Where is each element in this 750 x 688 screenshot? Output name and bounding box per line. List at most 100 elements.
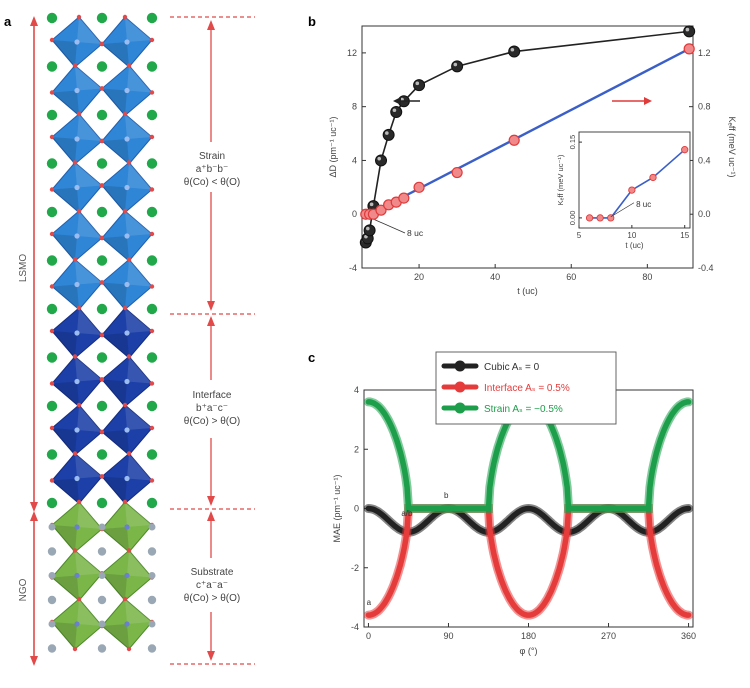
y-tick-label: 2 bbox=[354, 444, 359, 454]
y-axis-label: MAE (pm⁻¹ uc⁻¹) bbox=[332, 474, 342, 542]
region-boundaries bbox=[170, 16, 255, 665]
y-right-axis-label: Kₑff (meV uc⁻¹) bbox=[727, 117, 737, 178]
b-site-atom bbox=[124, 233, 130, 239]
panel-b: b 20 40 60 80 -4 0 4 8 12 -0.4 0.0 0.4 0.8 1.2 t (uc) Δ… bbox=[308, 14, 737, 296]
oxygen-atom bbox=[99, 474, 105, 479]
octahedron-facet bbox=[102, 430, 129, 455]
a-site-atom bbox=[146, 61, 158, 72]
x-axis-label: φ (°) bbox=[520, 646, 538, 656]
octahedron-facet bbox=[52, 284, 79, 310]
octahedron-facet bbox=[102, 333, 129, 358]
octahedron-facet bbox=[52, 90, 79, 116]
panel-a: a LSMO NGO bbox=[4, 12, 255, 666]
octahedron-facet bbox=[125, 502, 152, 527]
oxygen-atom bbox=[126, 548, 132, 553]
inset-y-tick-label: 0.15 bbox=[568, 135, 577, 150]
a-site-atom bbox=[96, 206, 108, 218]
inset-point bbox=[585, 214, 594, 222]
octahedron-facet bbox=[102, 624, 129, 649]
b-site-atom bbox=[74, 281, 80, 288]
oxygen-atom bbox=[149, 231, 155, 237]
oxygen-atom bbox=[149, 381, 155, 386]
oxygen-atom bbox=[149, 284, 155, 289]
b-site-atom bbox=[124, 572, 130, 579]
annotation-ab: a/b bbox=[401, 509, 413, 518]
oxygen-atom bbox=[99, 235, 105, 241]
b-site-atom bbox=[124, 184, 130, 191]
panel-b-label: b bbox=[308, 14, 316, 29]
octahedron-facet bbox=[77, 211, 102, 238]
region-angle: θ(Co) < θ(O) bbox=[184, 177, 240, 188]
region-tilt: a⁺b⁻b⁻ bbox=[196, 164, 229, 175]
oxygen-atom bbox=[149, 90, 155, 95]
octahedron-facet bbox=[52, 575, 79, 601]
oxygen-atom bbox=[126, 354, 132, 359]
octahedron-facet bbox=[75, 356, 102, 382]
b-site-atom bbox=[74, 184, 80, 191]
octahedron-facet bbox=[52, 428, 77, 455]
y-right-tick-label: 0.8 bbox=[698, 102, 711, 112]
annotation-leader bbox=[374, 219, 406, 234]
x-axis-label: t (uc) bbox=[517, 286, 538, 296]
x-tick-label: 80 bbox=[642, 272, 652, 282]
legend-marker bbox=[454, 360, 466, 372]
oxygen-atom bbox=[49, 284, 55, 289]
oxygen-atom bbox=[72, 63, 78, 68]
plot-b-frame bbox=[361, 25, 694, 269]
octahedron-facet bbox=[127, 65, 152, 93]
point-highlight bbox=[364, 234, 368, 239]
oxygen-atom bbox=[122, 596, 128, 602]
octahedron-facet bbox=[127, 453, 152, 481]
octahedron-facet bbox=[77, 599, 102, 626]
b-site-atom bbox=[74, 427, 80, 433]
b-site-atom bbox=[124, 136, 130, 142]
a-site-atom bbox=[46, 449, 58, 460]
a-site-atom bbox=[146, 400, 158, 412]
octahedron-facet bbox=[102, 476, 127, 504]
octahedron-facet bbox=[127, 356, 152, 384]
region-strain: Strain a⁺b⁻b⁻ θ(Co) < θ(O) bbox=[184, 151, 240, 188]
a-site-atom bbox=[147, 595, 157, 605]
series-keff-point bbox=[398, 192, 410, 204]
octahedron-facet bbox=[127, 162, 152, 190]
oxygen-atom bbox=[49, 231, 55, 237]
oxygen-atom bbox=[99, 138, 105, 144]
legend-label: Interface Aₛ = 0.5% bbox=[484, 383, 570, 394]
region-substrate: Substrate c⁺a⁻a⁻ θ(Co) > θ(O) bbox=[184, 567, 240, 604]
annotation-8uc: 8 uc bbox=[407, 228, 424, 238]
crystal-structure bbox=[46, 12, 158, 653]
oxygen-atom bbox=[49, 381, 55, 386]
oxygen-atom bbox=[122, 402, 128, 408]
b-site-atom bbox=[74, 330, 80, 336]
x-tick-label: 270 bbox=[601, 631, 616, 641]
a-site-atom bbox=[47, 547, 57, 556]
octahedron-facet bbox=[125, 599, 152, 624]
annotation-b: b bbox=[444, 491, 449, 500]
a-site-atom bbox=[96, 109, 108, 121]
oxygen-atom bbox=[99, 280, 105, 285]
oxygen-atom bbox=[122, 14, 128, 20]
oxygen-atom bbox=[99, 332, 105, 338]
a-site-atom bbox=[147, 547, 157, 556]
y-axis-label: ΔD (pm⁻¹ uc⁻¹) bbox=[328, 116, 338, 177]
oxygen-atom bbox=[72, 160, 78, 165]
b-site-atom bbox=[124, 330, 130, 336]
y-tick-label: 4 bbox=[354, 385, 359, 395]
b-site-atom bbox=[74, 136, 80, 142]
a-site-atom bbox=[97, 547, 107, 556]
oxygen-atom bbox=[149, 478, 155, 483]
ngo-bracket: NGO bbox=[18, 511, 38, 666]
region-tilt: c⁺a⁻a⁻ bbox=[196, 580, 228, 591]
y-right-tick-label: 0.0 bbox=[698, 209, 711, 219]
b-site-atom bbox=[74, 475, 80, 482]
region-arrows bbox=[207, 20, 215, 661]
a-site-atom bbox=[46, 206, 58, 218]
y-tick-label: 4 bbox=[352, 155, 357, 165]
a-site-atom bbox=[148, 572, 156, 579]
a-site-atom bbox=[146, 303, 158, 315]
right-axis-arrowhead bbox=[644, 97, 652, 105]
oxygen-atom bbox=[72, 646, 78, 652]
point-highlight bbox=[369, 202, 374, 207]
inset-annotation: 8 uc bbox=[636, 200, 651, 209]
oxygen-atom bbox=[126, 451, 132, 456]
